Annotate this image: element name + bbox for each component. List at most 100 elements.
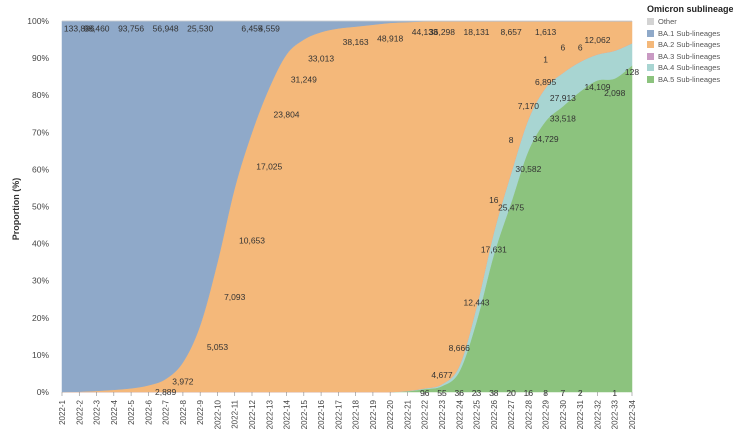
data-label: 2,889 (155, 387, 177, 397)
data-label: 7,170 (518, 101, 540, 111)
x-tick-label: 2022-20 (386, 399, 395, 429)
legend-label: BA.3 Sub-lineages (658, 51, 721, 61)
data-label: 14,109 (584, 82, 610, 92)
data-label: 8 (509, 135, 514, 145)
data-label: 16 (524, 388, 534, 398)
x-tick-label: 2022-22 (421, 399, 430, 429)
data-label: 6,895 (535, 77, 557, 87)
legend-title: Omicron sublineages (647, 4, 733, 14)
data-label: 23 (472, 388, 482, 398)
data-label: 20 (506, 388, 516, 398)
x-tick-label: 2022-15 (300, 399, 309, 429)
data-label: 96 (420, 388, 430, 398)
data-label: 30,582 (515, 164, 541, 174)
data-label: 33,013 (308, 53, 334, 63)
x-tick-label: 2022-17 (334, 399, 343, 429)
x-tick-label: 2022-32 (593, 399, 602, 429)
data-label: 48,918 (377, 33, 403, 43)
legend-label: BA.4 Sub-lineages (658, 63, 721, 73)
x-tick-label: 2022-5 (127, 399, 136, 424)
data-label: 36,298 (429, 27, 455, 37)
x-tick-label: 2022-34 (628, 399, 637, 429)
data-label: 98,460 (84, 23, 110, 33)
data-label: 18,131 (464, 27, 490, 37)
data-label: 128 (625, 67, 639, 77)
y-tick-label: 50% (32, 202, 49, 212)
x-tick-label: 2022-4 (110, 399, 119, 424)
data-label: 44,133 (412, 27, 438, 37)
data-label: 6 (578, 43, 583, 53)
y-tick-label: 10% (32, 350, 49, 360)
legend-swatch (647, 52, 654, 60)
x-tick-label: 2022-2 (75, 399, 84, 424)
x-tick-label: 2022-7 (162, 399, 171, 424)
y-axis-title: Proportion (%) (11, 178, 21, 241)
x-tick-label: 2022-12 (248, 399, 257, 429)
legend-item: BA.3 Sub-lineages (647, 51, 733, 63)
data-label: 133,896 (64, 23, 95, 33)
y-tick-label: 60% (32, 164, 49, 174)
x-tick-label: 2022-18 (352, 399, 361, 429)
data-label: 10,653 (239, 236, 265, 246)
x-tick-label: 2022-30 (559, 399, 568, 429)
x-tick-label: 2022-10 (213, 399, 222, 429)
x-tick-label: 2022-33 (611, 399, 620, 429)
x-tick-label: 2022-11 (231, 399, 240, 428)
data-label: 6 (561, 43, 566, 53)
x-tick-label: 2022-14 (283, 399, 292, 429)
legend-swatch (647, 75, 654, 83)
legend-item: BA.2 Sub-lineages (647, 39, 733, 51)
data-label: 23,804 (274, 109, 300, 119)
x-tick-label: 2022-26 (490, 399, 499, 429)
x-tick-label: 2022-24 (455, 399, 464, 429)
data-label: 93,756 (118, 23, 144, 33)
data-label: 25,530 (187, 23, 213, 33)
legend-label: Other (658, 17, 677, 27)
data-label: 31,249 (291, 75, 317, 85)
x-tick-label: 2022-21 (403, 399, 412, 429)
data-label: 34,729 (533, 134, 559, 144)
y-tick-label: 20% (32, 313, 49, 323)
x-tick-label: 2022-27 (507, 399, 516, 429)
data-label: 1 (612, 388, 617, 398)
data-label: 38 (489, 388, 499, 398)
data-label: 4,677 (431, 370, 453, 380)
data-label: 7,093 (224, 292, 246, 302)
x-tick-label: 2022-8 (179, 399, 188, 424)
x-tick-label: 2022-29 (542, 399, 551, 429)
data-label: 2,098 (604, 88, 626, 98)
y-tick-label: 70% (32, 127, 49, 137)
legend-label: BA.2 Sub-lineages (658, 40, 721, 50)
legend-item: BA.5 Sub-lineages (647, 74, 733, 86)
x-tick-label: 2022-1 (58, 399, 67, 424)
data-label: 1 (543, 55, 548, 65)
data-label: 25,475 (498, 203, 524, 213)
data-label: 8,666 (449, 343, 471, 353)
x-tick-label: 2022-13 (265, 399, 274, 429)
data-label: 27,913 (550, 93, 576, 103)
data-label: 4,559 (259, 23, 281, 33)
data-label: 2 (578, 388, 583, 398)
data-label: 17,025 (256, 161, 282, 171)
data-label: 56,948 (153, 23, 179, 33)
x-tick-label: 2022-6 (144, 399, 153, 424)
data-label: 6,455 (241, 23, 263, 33)
y-axis: 0% 10% 20% 30% 40% 50% 60% 70% 80% 90% 100% (27, 16, 49, 397)
y-tick-label: 100% (27, 16, 49, 26)
x-tick-label: 2022-3 (93, 399, 102, 424)
x-tick-label: 2022-28 (524, 399, 533, 429)
x-tick-label: 2022-19 (369, 399, 378, 429)
legend-swatch (647, 64, 654, 72)
data-label: 8,657 (500, 27, 522, 37)
x-tick-label: 2022-25 (473, 399, 482, 429)
data-label: 38,163 (343, 37, 369, 47)
y-tick-label: 30% (32, 276, 49, 286)
legend-label: BA.1 Sub-lineages (658, 28, 721, 38)
x-tick-label: 2022-9 (196, 399, 205, 424)
legend-swatch (647, 41, 654, 49)
x-axis: 2022-1 2022-2 2022-3 2022-4 2022-5 2022-6 2022… (58, 392, 637, 429)
legend-item: BA.4 Sub-lineages (647, 62, 733, 74)
data-label: 1,613 (535, 27, 557, 37)
y-tick-label: 90% (32, 53, 49, 63)
